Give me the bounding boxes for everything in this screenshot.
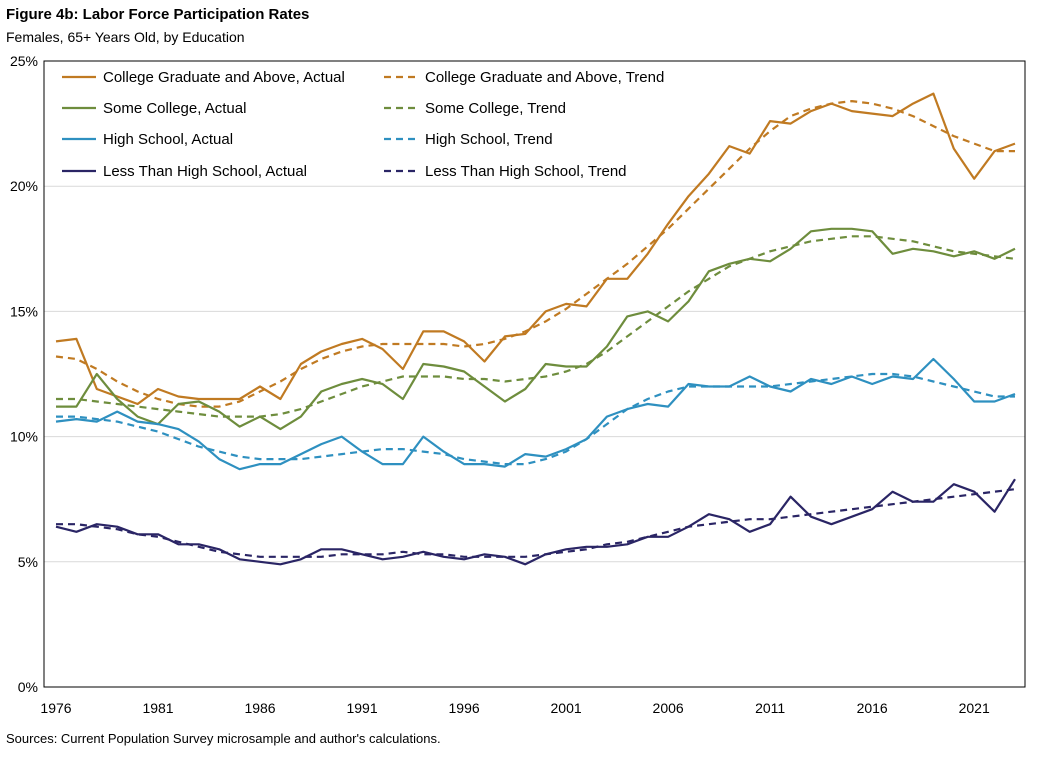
- y-tick-label: 0%: [18, 679, 38, 695]
- series-line-college-graduate-and-above-actual: [55, 92, 1016, 406]
- y-tick-label: 20%: [10, 178, 38, 194]
- x-tick-label: 1981: [142, 700, 173, 716]
- legend-label-some-college-trend: Some College, Trend: [425, 100, 566, 117]
- chart-subtitle: Females, 65+ Years Old, by Education: [6, 29, 245, 45]
- plot-area: [43, 60, 1026, 688]
- y-tick-label: 5%: [18, 554, 38, 570]
- legend-label-college-graduate-and-above-trend: College Graduate and Above, Trend: [425, 69, 664, 86]
- x-tick-label: 2016: [857, 700, 888, 716]
- series-line-college-graduate-and-above-trend: [55, 99, 1015, 408]
- y-tick-label: 15%: [10, 303, 38, 319]
- series-lines: [55, 92, 1016, 566]
- series-line-high-school-actual: [55, 357, 1016, 471]
- x-tick-label: 2006: [653, 700, 684, 716]
- legend-label-less-than-high-school-actual: Less Than High School, Actual: [103, 163, 307, 180]
- legend-label-less-than-high-school-trend: Less Than High School, Trend: [425, 163, 627, 180]
- series-line-some-college-trend: [56, 235, 1016, 418]
- source-note: Sources: Current Population Survey micro…: [6, 731, 441, 746]
- chart-title: Figure 4b: Labor Force Participation Rat…: [6, 6, 310, 23]
- x-tick-label: 1991: [346, 700, 377, 716]
- x-tick-label: 2021: [959, 700, 990, 716]
- legend: College Graduate and Above, Actual Colleg…: [62, 69, 664, 180]
- legend-label-some-college-actual: Some College, Actual: [103, 100, 246, 117]
- series-line-less-than-high-school-actual: [55, 478, 1016, 566]
- x-tick-label: 2001: [551, 700, 582, 716]
- series-line-some-college-actual: [56, 227, 1016, 431]
- gridlines: [44, 185, 1025, 563]
- x-axis-ticks: 1976 1981 1986 1991 1996 2001 2006 2011 2016 2021: [40, 700, 990, 716]
- legend-label-college-graduate-and-above-actual: College Graduate and Above, Actual: [103, 69, 345, 86]
- x-tick-label: 1996: [449, 700, 480, 716]
- y-tick-label: 25%: [10, 53, 38, 69]
- legend-label-high-school-actual: High School, Actual: [103, 131, 233, 148]
- y-tick-label: 10%: [10, 429, 38, 445]
- legend-label-high-school-trend: High School, Trend: [425, 131, 553, 148]
- y-axis-ticks: 0% 5% 10% 15% 20% 25%: [10, 53, 38, 695]
- series-line-less-than-high-school-trend: [56, 488, 1016, 558]
- x-tick-label: 2011: [755, 700, 785, 716]
- x-tick-label: 1986: [244, 700, 275, 716]
- x-tick-label: 1976: [40, 700, 71, 716]
- series-line-high-school-trend: [56, 372, 1015, 466]
